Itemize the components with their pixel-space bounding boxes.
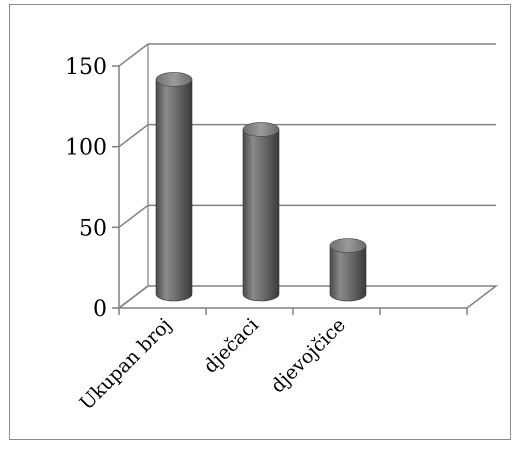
bar-body <box>242 129 280 302</box>
bar <box>329 238 367 302</box>
category-label: djevojčice <box>267 314 350 397</box>
gridline-diagonal <box>118 43 149 67</box>
category-label: dječaci <box>199 314 263 378</box>
category-labels: Ukupan broj dječaci djevojčice <box>76 314 350 414</box>
floor <box>116 285 499 309</box>
gridline-diagonal <box>118 124 149 148</box>
gridline-diagonal <box>118 204 149 228</box>
bar-body <box>329 245 367 302</box>
bar-top <box>329 238 367 253</box>
axes <box>112 44 499 315</box>
bar-top <box>242 122 280 137</box>
category-label: Ukupan broj <box>76 314 176 414</box>
y-tick-label: 150 <box>65 55 107 80</box>
bars <box>155 72 367 302</box>
y-tick-labels: 0 50 100 150 <box>65 55 107 322</box>
bar <box>242 122 280 302</box>
y-tick-label: 0 <box>93 297 107 322</box>
bar-top <box>155 72 193 87</box>
bar-body <box>155 79 193 302</box>
bar <box>155 72 193 302</box>
y-tick-label: 50 <box>79 216 107 241</box>
y-tick-label: 100 <box>65 136 107 161</box>
